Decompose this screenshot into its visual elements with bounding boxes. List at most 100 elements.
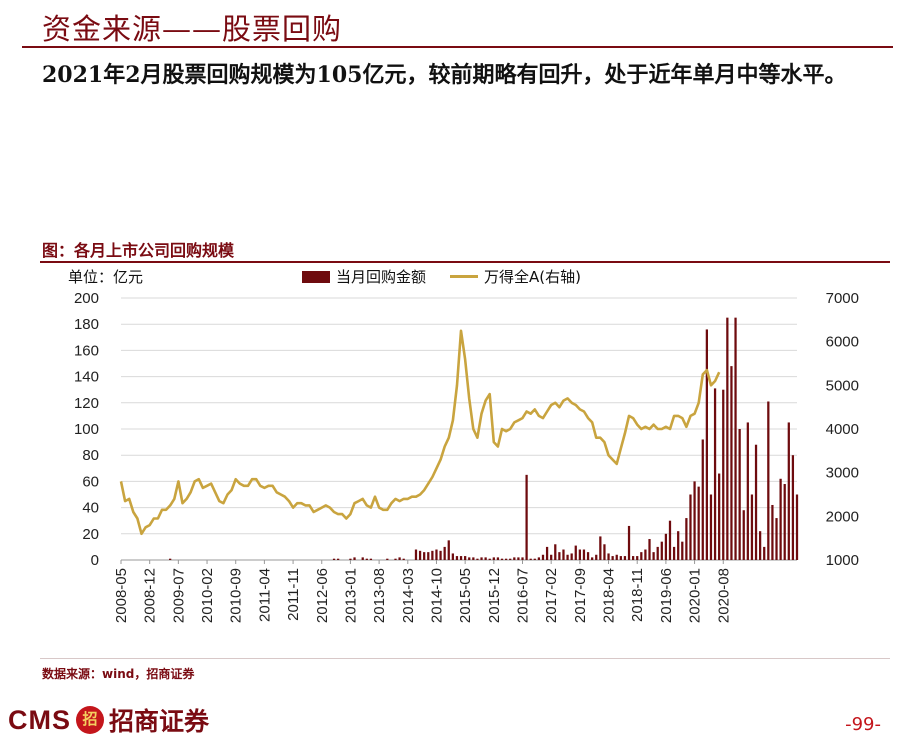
bar-buyback bbox=[599, 536, 602, 560]
bar-buyback bbox=[681, 541, 684, 560]
bar-buyback bbox=[558, 552, 561, 560]
bar-buyback bbox=[525, 474, 528, 560]
x-tick-label: 2014-10 bbox=[428, 568, 445, 623]
bar-buyback bbox=[464, 556, 467, 560]
x-tick-label: 2010-02 bbox=[199, 568, 216, 623]
x-tick-label: 2010-09 bbox=[228, 568, 245, 623]
bar-buyback bbox=[787, 422, 790, 560]
bar-buyback bbox=[414, 549, 418, 560]
chart-legend: 当月回购金额 万得全A(右轴) bbox=[302, 266, 581, 287]
bar-buyback bbox=[730, 366, 733, 560]
x-tick-label: 2011-11 bbox=[285, 568, 302, 621]
y-right-tick-label: 5000 bbox=[826, 377, 859, 394]
x-tick-label: 2009-07 bbox=[170, 568, 187, 623]
bar-buyback bbox=[365, 558, 368, 560]
bar-buyback bbox=[337, 558, 340, 560]
bar-buyback bbox=[500, 558, 504, 560]
bar-buyback bbox=[459, 556, 463, 560]
y-left-tick-label: 40 bbox=[82, 500, 99, 517]
bar-buyback bbox=[521, 557, 524, 560]
bar-buyback bbox=[660, 541, 663, 560]
bar-buyback bbox=[742, 510, 745, 560]
bar-buyback bbox=[574, 545, 577, 560]
bar-buyback bbox=[332, 558, 336, 560]
bar-buyback bbox=[529, 558, 532, 560]
x-tick-label: 2015-05 bbox=[457, 568, 474, 623]
bar-buyback bbox=[418, 550, 422, 560]
bar-buyback bbox=[533, 558, 536, 560]
y-right-tick-label: 3000 bbox=[826, 465, 859, 482]
bar-buyback bbox=[705, 329, 708, 560]
bar-buyback bbox=[504, 558, 508, 560]
bar-buyback bbox=[750, 494, 754, 560]
bar-buyback bbox=[431, 550, 434, 560]
bar-buyback bbox=[734, 317, 737, 560]
bar-buyback bbox=[435, 549, 438, 560]
bar-buyback bbox=[369, 558, 373, 560]
bar-buyback bbox=[619, 556, 622, 560]
x-tick-label: 2013-08 bbox=[371, 568, 388, 623]
bar-buyback bbox=[677, 531, 680, 560]
bar-buyback bbox=[472, 557, 475, 560]
bar-buyback bbox=[517, 557, 520, 560]
y-left-tick-label: 80 bbox=[82, 447, 99, 464]
bar-buyback bbox=[746, 422, 749, 560]
bar-buyback bbox=[672, 546, 676, 560]
bar-buyback bbox=[513, 557, 516, 560]
y-right-tick-label: 2000 bbox=[826, 508, 859, 525]
bar-buyback bbox=[636, 556, 639, 560]
legend-line-label: 万得全A(右轴) bbox=[484, 268, 581, 286]
bar-buyback bbox=[775, 518, 778, 560]
bar-buyback bbox=[603, 544, 606, 560]
bar-buyback bbox=[763, 546, 766, 560]
bar-buyback bbox=[627, 525, 631, 560]
bar-buyback bbox=[738, 429, 741, 560]
title-divider bbox=[22, 46, 893, 48]
bar-buyback bbox=[545, 546, 549, 560]
bar-buyback bbox=[607, 553, 610, 560]
bar-buyback bbox=[570, 553, 573, 560]
y-left-tick-label: 200 bbox=[74, 290, 99, 307]
bar-buyback bbox=[443, 546, 446, 560]
y-left-tick-label: 20 bbox=[82, 526, 99, 543]
x-tick-label: 2017-09 bbox=[572, 568, 589, 623]
bar-buyback bbox=[664, 533, 668, 560]
source-divider bbox=[40, 658, 890, 659]
bar-buyback bbox=[541, 554, 545, 560]
bar-buyback bbox=[722, 389, 725, 560]
bar-buyback bbox=[615, 554, 618, 560]
bar-buyback bbox=[623, 556, 627, 560]
bar-buyback bbox=[652, 552, 655, 560]
bar-buyback bbox=[578, 549, 581, 560]
bar-buyback bbox=[644, 549, 647, 560]
page-title: 资金来源——股票回购 bbox=[42, 12, 343, 46]
legend-line-swatch bbox=[450, 275, 479, 278]
x-tick-label: 2018-11 bbox=[629, 568, 646, 622]
company-logo: CMS 招 招商证券 bbox=[8, 702, 209, 738]
bar-buyback bbox=[402, 558, 405, 560]
page-number: -99- bbox=[845, 714, 881, 735]
bar-buyback bbox=[451, 553, 454, 560]
bar-buyback bbox=[611, 556, 614, 560]
x-tick-label: 2012-06 bbox=[314, 568, 331, 623]
unit-label: 单位：亿元 bbox=[68, 268, 144, 286]
bar-buyback bbox=[709, 494, 713, 560]
bar-buyback bbox=[468, 557, 471, 560]
bar-buyback bbox=[562, 549, 565, 560]
bar-buyback bbox=[713, 388, 717, 560]
x-tick-label: 2020-01 bbox=[687, 568, 704, 623]
x-tick-label: 2013-01 bbox=[342, 568, 359, 623]
x-tick-label: 2015-12 bbox=[486, 568, 503, 623]
bar-buyback bbox=[550, 554, 553, 560]
bar-buyback bbox=[656, 546, 659, 560]
bar-buyback bbox=[648, 539, 651, 560]
x-tick-label: 2018-04 bbox=[601, 568, 618, 623]
bar-buyback bbox=[726, 317, 729, 560]
bar-buyback bbox=[361, 557, 364, 560]
bar-buyback bbox=[595, 554, 598, 560]
bar-buyback bbox=[488, 558, 491, 560]
y-right-tick-label: 4000 bbox=[826, 421, 859, 438]
chart-caption-divider bbox=[40, 261, 890, 263]
bar-buyback bbox=[169, 558, 172, 560]
logo-badge-icon: 招 bbox=[76, 706, 104, 734]
